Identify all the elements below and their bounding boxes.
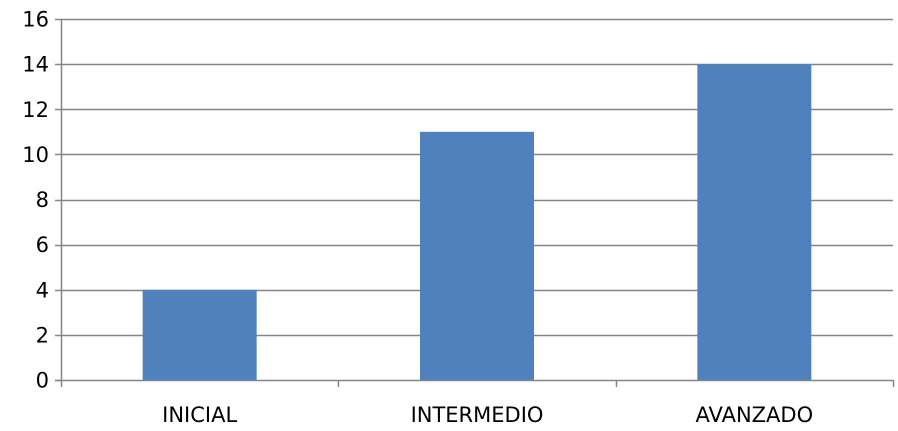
- x-tick-label: AVANZADO: [696, 403, 814, 427]
- y-tick-label: 6: [36, 233, 49, 257]
- bar-intermedio: [420, 132, 534, 380]
- bars: [143, 64, 812, 380]
- y-tick-label: 8: [36, 188, 49, 212]
- y-tick-label: 14: [22, 53, 49, 77]
- bar-inicial: [143, 290, 257, 380]
- y-tick-labels: 0 2 4 6 8 10 12 14 16: [22, 8, 49, 393]
- x-tick-label: INTERMEDIO: [411, 403, 544, 427]
- bar-avanzado: [697, 64, 811, 380]
- x-tick-labels: INICIAL INTERMEDIO AVANZADO: [162, 403, 813, 427]
- x-tick-label: INICIAL: [162, 403, 237, 427]
- y-tick-label: 4: [36, 278, 49, 302]
- y-tick-label: 16: [22, 8, 49, 32]
- y-tick-label: 10: [22, 143, 49, 167]
- y-tick-label: 0: [36, 369, 49, 393]
- y-tick-label: 12: [22, 98, 49, 122]
- y-tick-label: 2: [36, 323, 49, 347]
